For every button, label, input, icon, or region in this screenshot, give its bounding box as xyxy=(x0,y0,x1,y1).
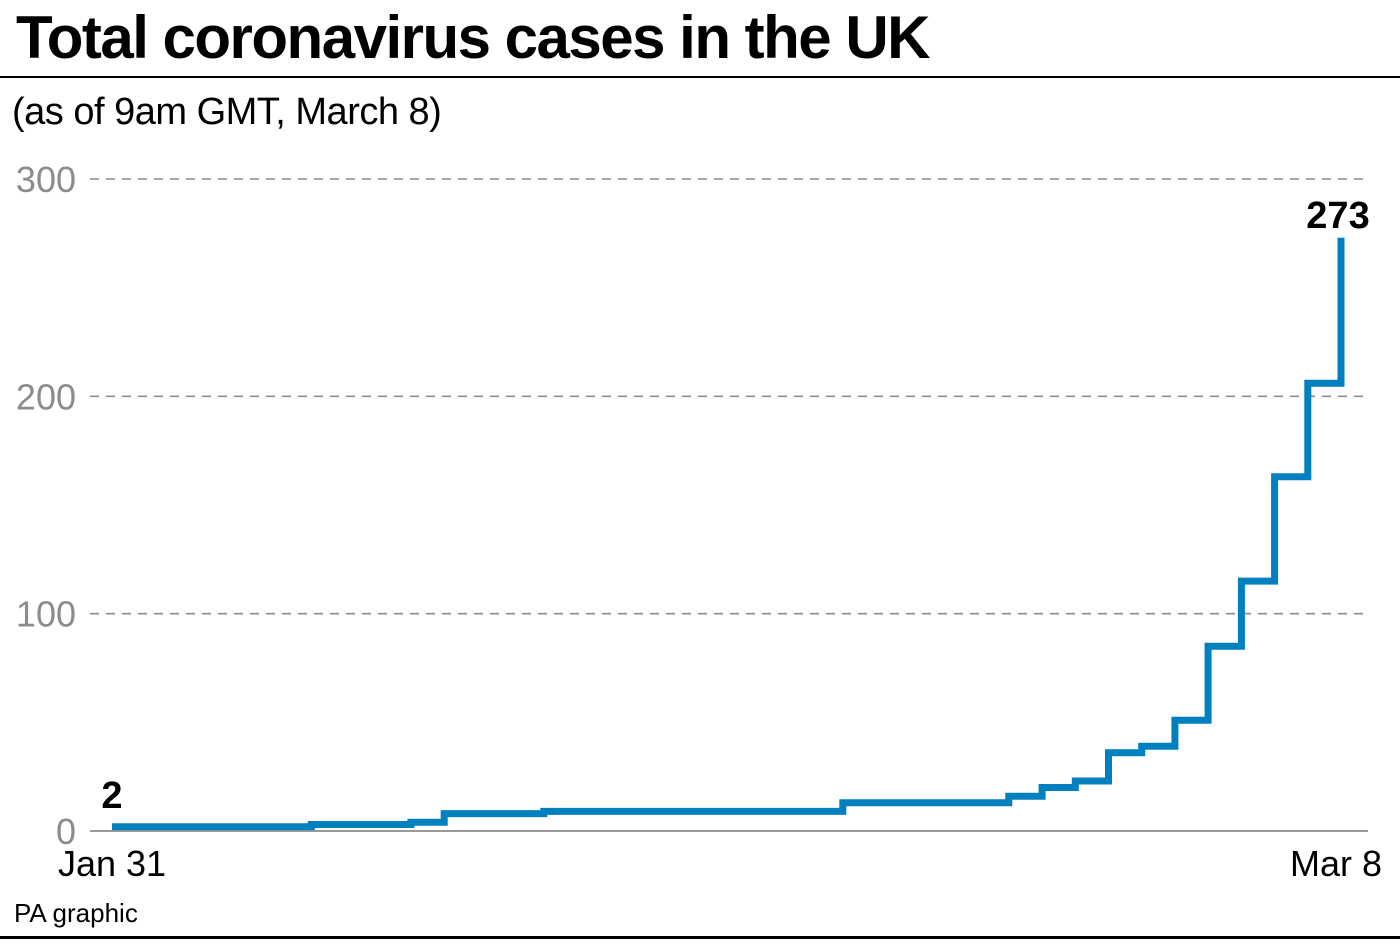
title-divider xyxy=(0,76,1400,78)
y-tick-label: 100 xyxy=(16,594,76,635)
cases-step-line xyxy=(112,237,1345,831)
y-tick-label: 0 xyxy=(56,811,76,852)
y-tick-label: 200 xyxy=(16,376,76,417)
source-credit: PA graphic xyxy=(14,898,138,928)
chart-subtitle: (as of 9am GMT, March 8) xyxy=(12,91,442,133)
x-tick-label: Mar 8 xyxy=(1290,843,1382,884)
end-value-label: 273 xyxy=(1306,195,1369,237)
x-tick-label: Jan 31 xyxy=(58,843,166,884)
chart-title: Total coronavirus cases in the UK xyxy=(16,4,931,71)
bottom-divider xyxy=(0,936,1400,939)
y-tick-label: 300 xyxy=(16,159,76,200)
start-value-label: 2 xyxy=(101,775,122,817)
